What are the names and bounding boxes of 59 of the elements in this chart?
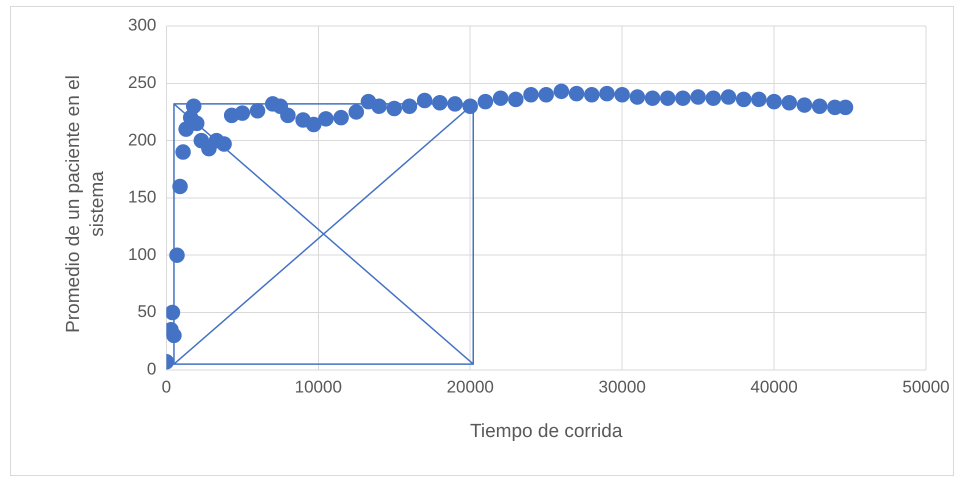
x-tick-label: 10000 (294, 378, 342, 397)
y-axis-title: Promedio de un paciente en el sistema (62, 74, 109, 335)
point (812, 98, 828, 114)
point (462, 98, 478, 114)
x-tick-label: 50000 (902, 378, 950, 397)
y-tick-label: 100 (128, 244, 156, 264)
point (782, 95, 798, 111)
point (720, 89, 736, 105)
point (660, 90, 676, 106)
x-tick-label: 20000 (446, 378, 494, 397)
point (166, 304, 180, 320)
point (447, 96, 463, 112)
point (250, 103, 266, 119)
x-tick-label: 40000 (750, 378, 798, 397)
point (675, 90, 691, 106)
point (186, 98, 202, 114)
point (706, 90, 722, 106)
x-tick-label: 0 (162, 378, 172, 397)
point (508, 92, 524, 108)
point (584, 87, 600, 103)
x-axis-title: Tiempo de corrida (470, 420, 623, 442)
y-tick-label: 300 (128, 16, 156, 35)
point (690, 89, 706, 105)
point (402, 98, 418, 114)
point (432, 95, 448, 111)
y-tick-label: 250 (128, 72, 156, 92)
point (554, 84, 570, 100)
point (348, 104, 364, 120)
y-tick-label: 200 (128, 130, 156, 150)
point (280, 108, 296, 124)
point (538, 87, 554, 103)
point (386, 100, 402, 116)
point (736, 92, 752, 108)
x-tick-label: 30000 (598, 378, 646, 397)
y-tick-label: 0 (146, 359, 156, 378)
point (175, 144, 191, 160)
point (216, 136, 232, 152)
y-tick-label: 50 (137, 302, 156, 322)
point (169, 247, 185, 263)
point (599, 86, 615, 102)
point (630, 89, 646, 105)
point (306, 116, 322, 132)
point (318, 111, 334, 127)
point (492, 90, 508, 106)
point (751, 92, 767, 108)
point (478, 94, 494, 110)
point (416, 92, 432, 108)
point (766, 94, 782, 110)
point (796, 97, 812, 113)
point (523, 87, 539, 103)
point (234, 105, 250, 121)
point (333, 110, 349, 126)
point (568, 86, 584, 102)
point (371, 98, 387, 114)
point (172, 178, 188, 194)
y-tick-label: 150 (128, 188, 156, 207)
point (614, 87, 630, 103)
point (166, 328, 182, 344)
point (644, 90, 660, 106)
